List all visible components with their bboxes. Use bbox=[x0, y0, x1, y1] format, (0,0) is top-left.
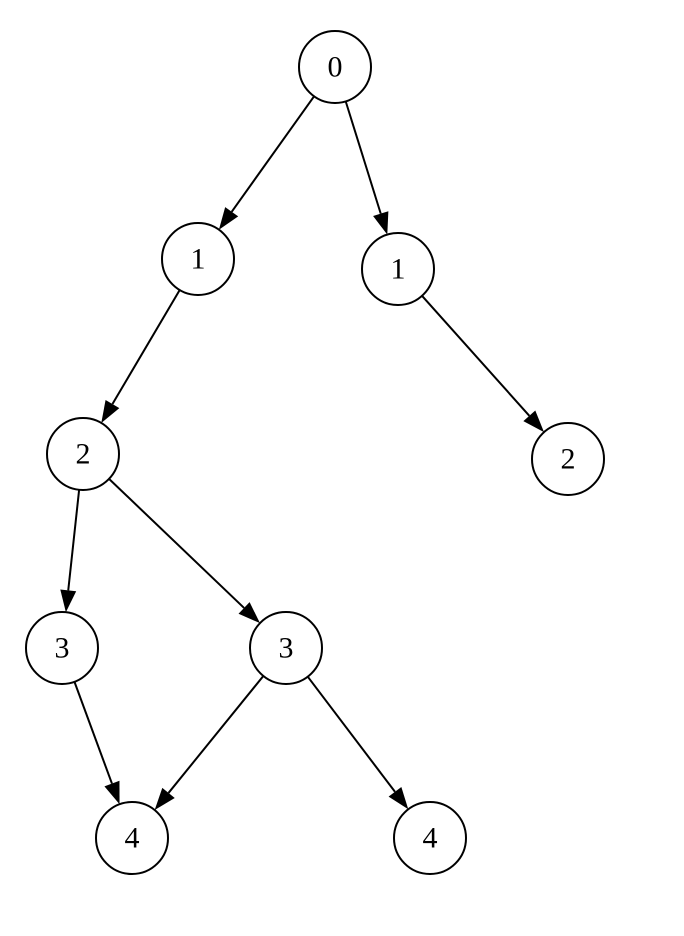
tree-node: 2 bbox=[47, 418, 119, 490]
tree-node: 4 bbox=[394, 802, 466, 874]
edge-line bbox=[346, 101, 381, 213]
edge bbox=[109, 479, 260, 623]
edges-group bbox=[60, 96, 544, 810]
edge-line bbox=[308, 677, 395, 792]
arrowhead-icon bbox=[60, 589, 76, 612]
node-label: 2 bbox=[76, 438, 91, 471]
edge bbox=[346, 101, 389, 234]
arrowhead-icon bbox=[104, 781, 119, 804]
edge-line bbox=[68, 490, 79, 591]
edge bbox=[101, 290, 179, 423]
tree-node: 0 bbox=[299, 31, 371, 103]
edge-line bbox=[74, 682, 112, 784]
node-label: 4 bbox=[125, 822, 140, 855]
edge bbox=[422, 296, 544, 432]
node-label: 2 bbox=[561, 443, 576, 476]
node-label: 3 bbox=[55, 632, 70, 665]
tree-node: 4 bbox=[96, 802, 168, 874]
node-label: 0 bbox=[328, 51, 343, 84]
edge-line bbox=[112, 290, 179, 404]
edge bbox=[219, 96, 314, 229]
edge-line bbox=[422, 296, 529, 416]
edge-line bbox=[109, 479, 244, 608]
node-label: 1 bbox=[391, 253, 406, 286]
edge-line bbox=[169, 676, 264, 793]
edge-line bbox=[232, 96, 314, 211]
arrowhead-icon bbox=[101, 400, 119, 423]
node-label: 3 bbox=[279, 632, 294, 665]
edge bbox=[74, 682, 119, 804]
arrowhead-icon bbox=[389, 787, 409, 809]
edge bbox=[155, 676, 264, 810]
tree-node: 3 bbox=[250, 612, 322, 684]
arrowhead-icon bbox=[219, 207, 238, 230]
tree-node: 1 bbox=[162, 223, 234, 295]
tree-node: 1 bbox=[362, 233, 434, 305]
arrowhead-icon bbox=[373, 211, 388, 234]
tree-node: 3 bbox=[26, 612, 98, 684]
nodes-group: 0 1 1 2 2 3 3 4 4 bbox=[26, 31, 604, 874]
tree-node: 2 bbox=[532, 423, 604, 495]
edge bbox=[60, 490, 79, 612]
node-label: 4 bbox=[423, 822, 438, 855]
node-label: 1 bbox=[191, 243, 206, 276]
tree-diagram: 0 1 1 2 2 3 3 4 4 bbox=[0, 0, 684, 936]
arrowhead-icon bbox=[155, 788, 175, 810]
edge bbox=[308, 677, 409, 810]
